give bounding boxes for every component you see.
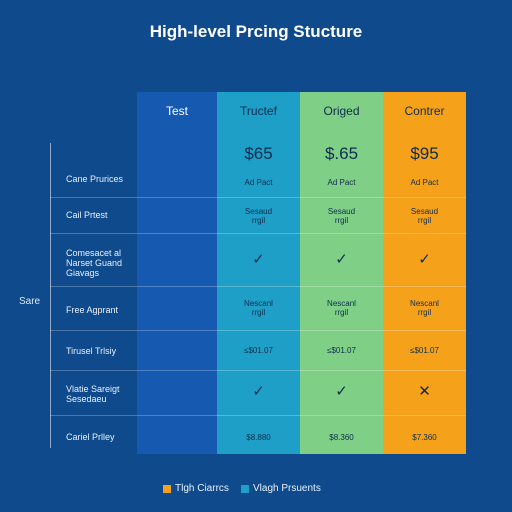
- price-tructef: $65: [244, 144, 273, 163]
- column-tructef: [217, 92, 300, 454]
- legend-label: Tlgh Ciarrcs: [175, 483, 229, 494]
- cross-icon: ✕: [418, 383, 431, 400]
- cell-r3-origed: Nescanl rrgil: [327, 299, 356, 317]
- cell-r4-contrer: ≤$01.07: [410, 346, 439, 355]
- cell-r4-origed: ≤$01.07: [327, 346, 356, 355]
- cell-r1-tructef: Sesaud rrgil: [244, 207, 273, 225]
- cell-r6-contrer: $7.360: [412, 433, 437, 442]
- legend-swatch: [163, 484, 171, 493]
- row-label-free-agprant: Free Agprant: [66, 305, 119, 315]
- row-divider: [50, 286, 466, 287]
- left-axis-line: [50, 143, 51, 448]
- cell-r3-contrer: Nescanl rrgil: [410, 299, 439, 317]
- price-sub-tructef: Ad Pact: [244, 178, 273, 187]
- legend-label: Vlagh Prsuents: [253, 483, 321, 494]
- row-divider: [50, 233, 466, 234]
- column-origed: [300, 92, 383, 454]
- cell-r4-tructef: ≤$01.07: [244, 346, 273, 355]
- row-label-tirusel-trlsiy: Tirusel Trlsiy: [66, 346, 117, 356]
- price-sub-contrer: Ad Pact: [410, 178, 439, 187]
- row-divider: [50, 330, 466, 331]
- cell-r1-contrer: Sesaud rrgil: [410, 207, 439, 225]
- price-contrer: $95: [410, 144, 439, 163]
- row-label-cane-prurices: Cane Prurices: [66, 174, 124, 184]
- price-sub-origed: Ad Pact: [327, 178, 356, 187]
- check-icon: ✓: [418, 251, 431, 268]
- check-icon: ✓: [252, 383, 265, 400]
- row-divider: [50, 197, 466, 198]
- cell-r6-origed: $8.360: [329, 433, 354, 442]
- check-icon: ✓: [335, 383, 348, 400]
- check-icon: ✓: [252, 251, 265, 268]
- column-header-origed: Origed: [323, 104, 360, 118]
- legend-item-orange: Tlgh Ciarrcs: [163, 483, 229, 494]
- cell-r6-tructef: $8.880: [246, 433, 271, 442]
- page-title: High-level Prcing Stucture: [149, 22, 363, 41]
- row-divider: [50, 370, 466, 371]
- column-test: [137, 92, 217, 454]
- check-icon: ✓: [335, 251, 348, 268]
- row-label-comesacet: Comesacet al Narset Guand Giavags: [66, 248, 123, 278]
- legend-swatch: [241, 484, 249, 493]
- row-label-cail-prtest: Cail Prtest: [66, 210, 108, 220]
- row-label-vlatie: Vlatie Sareigt Sesedaeu: [66, 384, 120, 404]
- legend-item-teal: Vlagh Prsuents: [241, 483, 321, 494]
- column-header-tructef: Tructef: [240, 104, 277, 118]
- column-contrer: [383, 92, 466, 454]
- cell-r1-origed: Sesaud rrgil: [327, 207, 356, 225]
- row-divider: [50, 415, 466, 416]
- column-header-test: Test: [165, 104, 188, 118]
- column-header-contrer: Contrer: [404, 104, 445, 118]
- cell-r3-tructef: Nescanl rrgil: [244, 299, 273, 317]
- price-origed: $.65: [324, 144, 359, 163]
- row-label-cariel-prlley: Cariel Prlley: [66, 432, 115, 442]
- side-label: Sare: [19, 296, 41, 307]
